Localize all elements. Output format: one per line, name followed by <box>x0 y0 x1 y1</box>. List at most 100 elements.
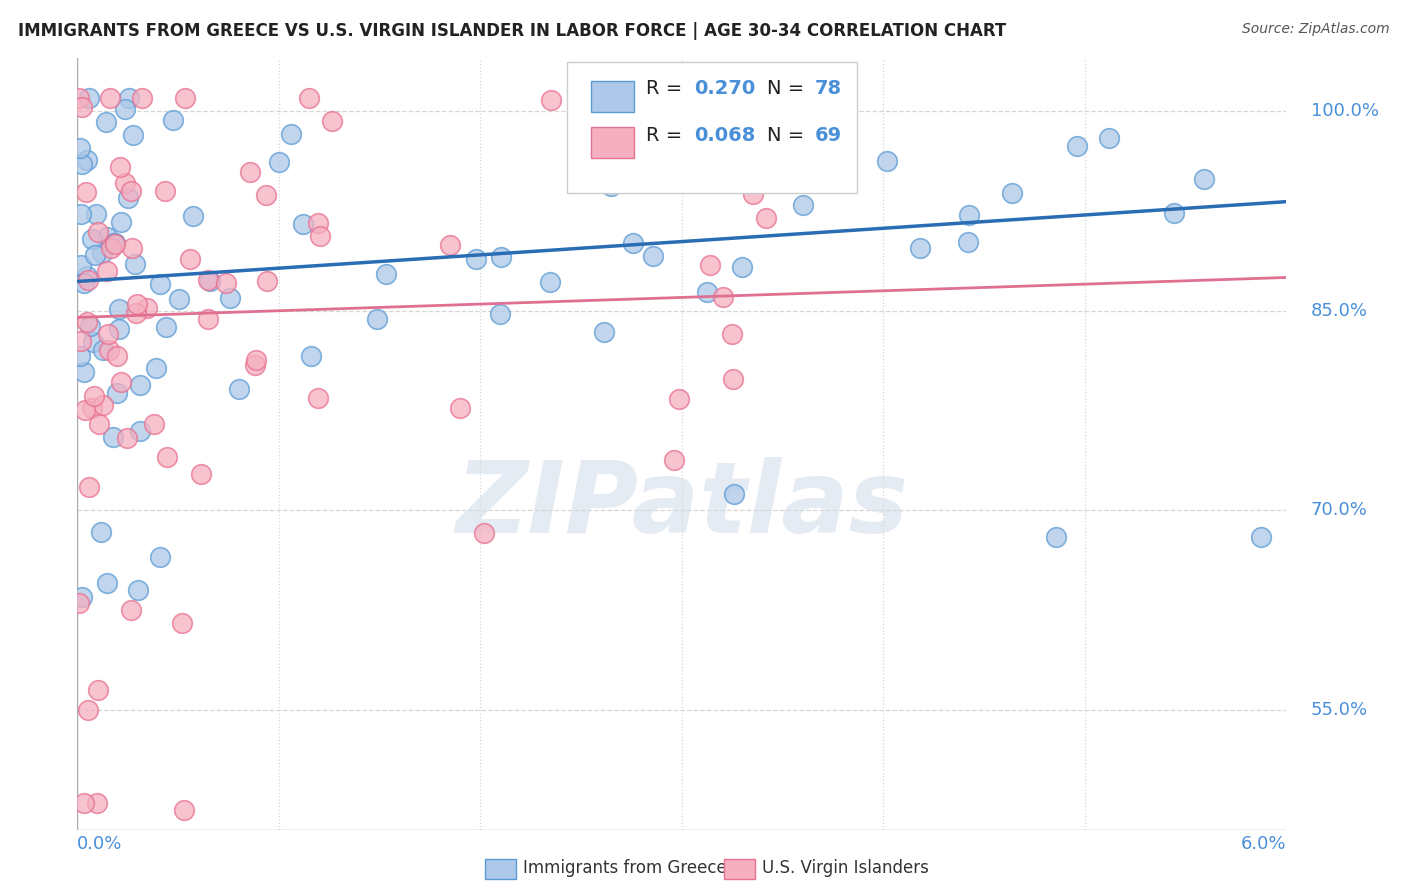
Point <box>82 335 104 350</box>
Point <box>1250 530 1272 544</box>
Point <box>142 417 165 431</box>
Point <box>76 153 98 168</box>
Text: N =: N = <box>766 79 810 98</box>
Point <box>197 273 219 287</box>
Point <box>291 217 314 231</box>
Text: R =: R = <box>645 79 688 98</box>
Point <box>1001 186 1024 200</box>
Point <box>80 232 103 246</box>
Point <box>820 147 842 161</box>
Point <box>128 424 150 438</box>
Point <box>309 228 332 243</box>
Point <box>86 207 108 221</box>
Point <box>439 238 461 252</box>
Point <box>70 258 93 272</box>
Point <box>600 178 623 193</box>
Point <box>153 184 176 198</box>
Point <box>792 197 814 211</box>
Point <box>162 113 184 128</box>
Point <box>489 251 512 265</box>
Point <box>79 319 101 334</box>
Point <box>89 524 111 539</box>
FancyBboxPatch shape <box>592 128 634 158</box>
Text: R =: R = <box>645 126 688 145</box>
Point <box>366 312 388 326</box>
Point <box>120 184 142 198</box>
Point <box>125 297 148 311</box>
Point <box>156 450 179 464</box>
Point <box>592 325 614 339</box>
Point <box>94 115 117 129</box>
Text: 78: 78 <box>815 79 842 98</box>
Text: U.S. Virgin Islanders: U.S. Virgin Islanders <box>762 859 929 877</box>
Point <box>136 301 159 315</box>
Text: 70.0%: 70.0% <box>1310 501 1368 519</box>
Point <box>114 102 136 116</box>
Point <box>621 235 644 250</box>
FancyBboxPatch shape <box>592 81 634 112</box>
Text: 100.0%: 100.0% <box>1310 103 1379 120</box>
Point <box>121 241 143 255</box>
Point <box>122 128 145 142</box>
Point <box>77 91 100 105</box>
Point <box>179 252 201 266</box>
Point <box>148 549 170 564</box>
Point <box>280 128 302 142</box>
Point <box>103 430 125 444</box>
Point <box>169 292 191 306</box>
Point <box>198 274 221 288</box>
Point <box>489 307 512 321</box>
Point <box>77 273 100 287</box>
Point <box>472 526 495 541</box>
Point <box>120 603 142 617</box>
Point <box>239 165 262 179</box>
Point <box>124 306 146 320</box>
Point <box>105 386 128 401</box>
Point <box>67 596 90 610</box>
Point <box>83 389 105 403</box>
Point <box>117 191 139 205</box>
Point <box>76 315 98 329</box>
Point <box>699 258 721 272</box>
Point <box>145 360 167 375</box>
Point <box>267 155 290 169</box>
Text: Source: ZipAtlas.com: Source: ZipAtlas.com <box>1241 22 1389 37</box>
Point <box>321 114 343 128</box>
Point <box>115 431 138 445</box>
Text: 0.270: 0.270 <box>695 79 755 98</box>
Point <box>104 236 127 251</box>
Point <box>87 417 110 431</box>
Point <box>215 277 238 291</box>
Point <box>876 153 898 168</box>
Point <box>108 301 131 316</box>
Point <box>711 289 734 303</box>
Point <box>91 398 114 412</box>
Point <box>91 343 114 358</box>
Point <box>910 241 932 255</box>
Point <box>174 91 197 105</box>
Point <box>70 156 93 170</box>
Point <box>298 91 321 105</box>
Point <box>114 177 136 191</box>
Point <box>124 257 146 271</box>
Point <box>957 208 980 222</box>
Point <box>538 275 561 289</box>
Point <box>181 209 204 223</box>
Point <box>256 274 278 288</box>
Point <box>723 486 745 500</box>
Point <box>96 263 118 277</box>
Text: 6.0%: 6.0% <box>1241 835 1286 853</box>
Point <box>243 358 266 372</box>
Text: IMMIGRANTS FROM GREECE VS U.S. VIRGIN ISLANDER IN LABOR FORCE | AGE 30-34 CORREL: IMMIGRANTS FROM GREECE VS U.S. VIRGIN IS… <box>18 22 1007 40</box>
FancyBboxPatch shape <box>567 62 858 193</box>
Text: 0.068: 0.068 <box>695 126 755 145</box>
Point <box>73 276 96 290</box>
Point <box>696 285 718 300</box>
Text: N =: N = <box>766 126 810 145</box>
Point <box>641 249 664 263</box>
Point <box>104 235 127 250</box>
Point <box>96 229 118 244</box>
Point <box>110 215 132 229</box>
Text: 85.0%: 85.0% <box>1310 301 1368 319</box>
Point <box>77 480 100 494</box>
